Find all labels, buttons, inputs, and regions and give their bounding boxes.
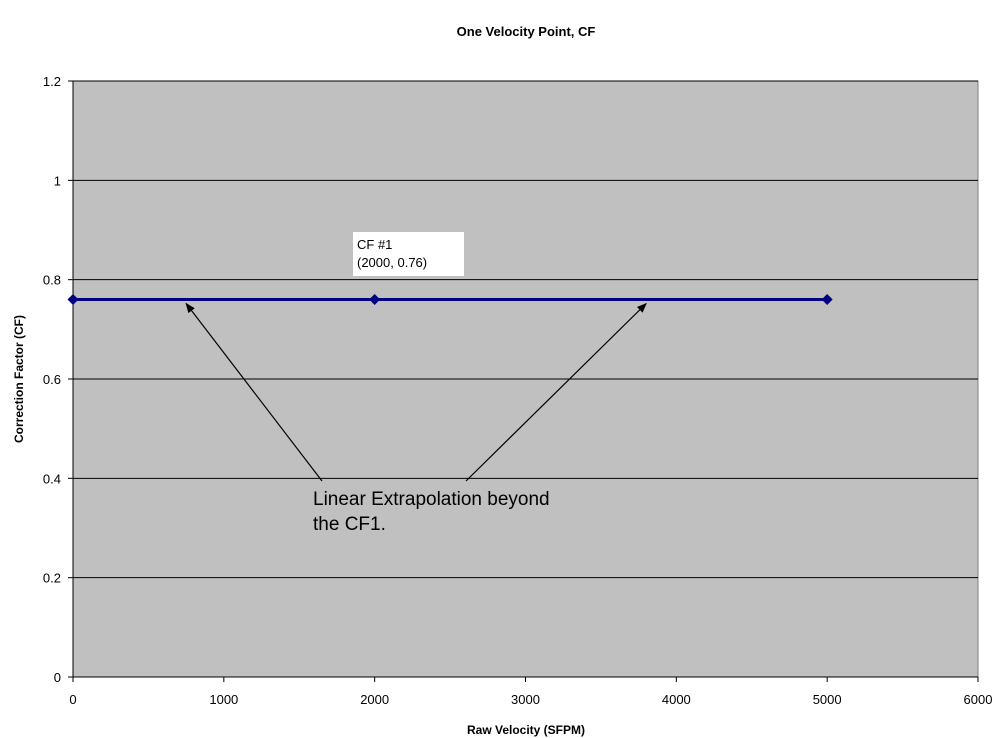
x-tick-label-2: 2000 — [360, 692, 389, 707]
data-point-0-2 — [821, 294, 833, 306]
extrapolation-label-line-1: Linear Extrapolation beyond — [313, 489, 550, 510]
x-axis-label: Raw Velocity (SFPM) — [467, 723, 585, 737]
point-annotation-line-1: CF #1 — [357, 237, 392, 252]
point-annotation-box — [353, 232, 464, 276]
x-tick-label-1: 1000 — [209, 692, 238, 707]
x-ticks: 0 1000 2000 3000 4000 5000 6000 — [69, 677, 992, 707]
y-tick-label-4: 0.8 — [43, 273, 61, 288]
y-tick-label-6: 1.2 — [43, 74, 61, 89]
y-tick-label-3: 0.6 — [43, 372, 61, 387]
y-axis-label: Correction Factor (CF) — [12, 315, 26, 443]
data-point-0-0 — [67, 294, 79, 306]
extrapolation-arrow-0 — [185, 302, 323, 482]
y-ticks: 0 0.2 0.4 0.6 0.8 1 1.2 — [43, 74, 73, 685]
gridlines — [73, 80, 978, 579]
x-tick-label-3: 3000 — [511, 692, 540, 707]
x-tick-label-6: 6000 — [964, 692, 993, 707]
y-tick-label-2: 0.4 — [43, 471, 61, 486]
y-tick-label-5: 1 — [54, 173, 61, 188]
data-point-0-1 — [369, 294, 381, 306]
chart-title: One Velocity Point, CF — [457, 24, 596, 39]
extrapolation-label-line-2: the CF1. — [313, 514, 386, 535]
extrapolation-arrow-1 — [465, 302, 647, 482]
extrapolation-annotation: Linear Extrapolation beyond the CF1. — [185, 302, 647, 535]
y-tick-label-0: 0 — [54, 670, 61, 685]
x-tick-label-5: 5000 — [813, 692, 842, 707]
x-tick-label-0: 0 — [69, 692, 76, 707]
x-tick-label-4: 4000 — [662, 692, 691, 707]
point-annotation-line-2: (2000, 0.76) — [357, 255, 427, 270]
point-annotation: CF #1 (2000, 0.76) — [353, 232, 464, 276]
y-tick-label-1: 0.2 — [43, 571, 61, 586]
series-group — [67, 294, 833, 306]
